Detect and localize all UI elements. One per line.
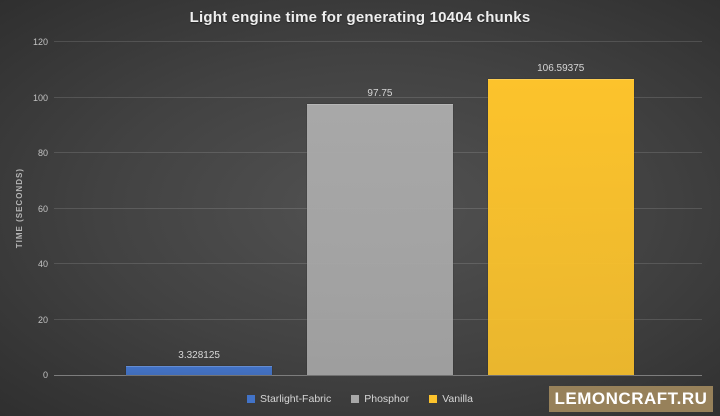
legend: Starlight-Fabric Phosphor Vanilla (0, 393, 720, 405)
y-tick-label: 100 (32, 92, 48, 103)
bar-value-label-vanilla: 106.59375 (537, 63, 585, 75)
legend-item-starlight-fabric: Starlight-Fabric (247, 393, 331, 405)
plot-area: 3.328125 97.75 106.59375 (54, 41, 702, 376)
legend-label: Starlight-Fabric (260, 393, 332, 405)
gridline (54, 96, 702, 98)
y-tick-label: 40 (37, 259, 48, 269)
y-tick-label: 0 (42, 370, 48, 380)
y-tick-label: 60 (37, 203, 48, 214)
x-axis-line (54, 375, 702, 376)
watermark: LEMONCRAFT.RU (549, 386, 713, 412)
legend-item-vanilla: Vanilla (429, 393, 473, 405)
gridline (54, 41, 702, 42)
chart-title: Light engine time for generating 10404 c… (189, 9, 531, 26)
y-tick-label: 80 (37, 148, 48, 158)
bar-value-label-phosphor: 97.75 (367, 87, 393, 99)
bar-value-label-starlight-fabric: 3.328125 (178, 349, 220, 361)
y-axis: 0 20 40 60 80 100 120 (0, 37, 48, 380)
legend-item-phosphor: Phosphor (351, 393, 409, 405)
bar-phosphor (306, 103, 453, 375)
legend-label: Vanilla (442, 393, 473, 405)
y-tick-label: 120 (32, 37, 48, 47)
legend-label: Phosphor (364, 393, 410, 405)
bar-vanilla (487, 79, 634, 375)
watermark-text: LEMONCRAFT.RU (554, 389, 708, 408)
legend-swatch-starlight-fabric (247, 395, 256, 403)
legend-swatch-vanilla (429, 395, 438, 403)
bar-starlight-fabric (126, 365, 273, 375)
legend-swatch-phosphor (351, 395, 360, 403)
y-tick-label: 20 (37, 314, 48, 325)
